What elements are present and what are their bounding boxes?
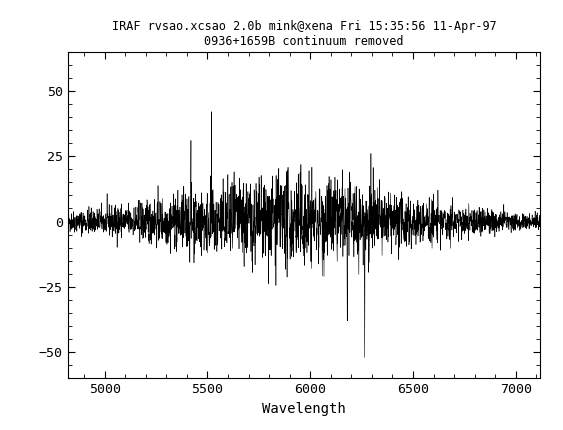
X-axis label: Wavelength: Wavelength [262, 402, 346, 416]
Title: IRAF rvsao.xcsao 2.0b mink@xena Fri 15:35:56 11-Apr-97
0936+1659B continuum remo: IRAF rvsao.xcsao 2.0b mink@xena Fri 15:3… [111, 20, 497, 48]
